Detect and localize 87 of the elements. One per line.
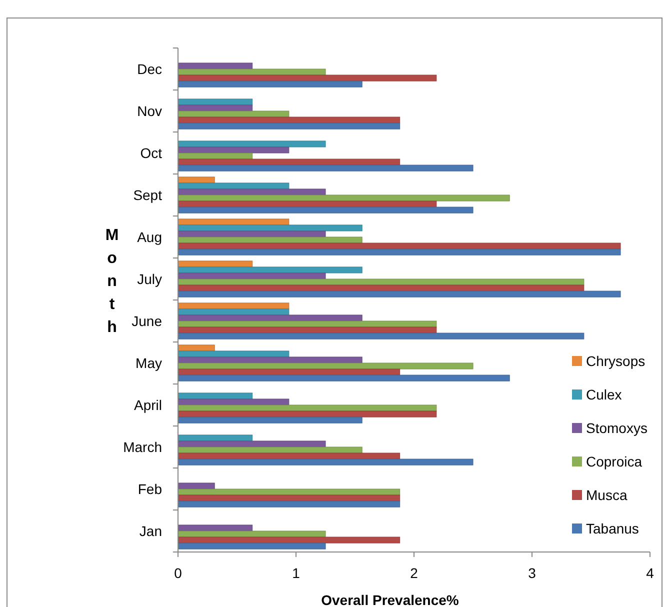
bar [178, 368, 400, 376]
y-tick-label: June [132, 312, 162, 329]
bar [178, 374, 510, 382]
bar [178, 440, 326, 448]
bar [178, 302, 290, 310]
bar [178, 152, 253, 160]
bar [178, 290, 621, 298]
bar [178, 200, 437, 208]
bar [178, 242, 621, 250]
bar [178, 158, 400, 166]
bar [178, 536, 400, 544]
bar [178, 452, 400, 460]
bar [178, 182, 290, 190]
y-tick-label: Aug [137, 228, 162, 245]
legend-label: Tabanus [586, 520, 639, 536]
bar [178, 398, 290, 406]
bar [178, 146, 290, 154]
y-tick-label: July [137, 270, 162, 287]
bar [178, 116, 400, 124]
bar [178, 62, 253, 70]
y-tick-label: Dec [137, 60, 162, 77]
legend-label: Stomoxys [586, 420, 648, 436]
bar [178, 236, 362, 244]
bar [178, 482, 215, 490]
bar [178, 266, 362, 274]
bar [178, 140, 326, 148]
bar [178, 488, 400, 496]
x-tick-label: 3 [528, 565, 536, 581]
bar [178, 110, 290, 118]
y-axis-title: Month [105, 227, 119, 336]
bar [178, 494, 400, 502]
bar [178, 80, 362, 88]
legend-label: Musca [586, 486, 628, 503]
bar [178, 176, 215, 184]
x-tick-label: 2 [410, 565, 418, 581]
bar [178, 98, 253, 106]
bar [178, 164, 474, 172]
bar [178, 188, 326, 196]
legend-label: Culex [586, 386, 622, 402]
bar [178, 332, 584, 340]
bar [178, 278, 584, 286]
legend-label: Coproica [586, 453, 642, 470]
x-tick-label: 1 [292, 565, 300, 581]
bar [178, 356, 362, 364]
bar [178, 308, 290, 316]
y-tick-label: May [136, 354, 162, 371]
bar [178, 458, 474, 466]
bar [178, 500, 400, 508]
bar [178, 350, 290, 358]
bar [178, 248, 621, 256]
legend-label: Chrysops [586, 352, 646, 369]
bar [178, 320, 437, 328]
bar [178, 326, 437, 334]
bar [178, 218, 290, 226]
y-tick-label: Sept [133, 186, 162, 203]
bar [178, 260, 253, 268]
bar [178, 362, 474, 370]
bar [178, 194, 510, 202]
y-tick-label: Oct [140, 144, 162, 161]
bar [178, 314, 362, 322]
bar [178, 206, 474, 214]
bar [178, 284, 584, 292]
bar [178, 104, 253, 112]
bar [178, 446, 362, 454]
bar [178, 272, 326, 280]
bar [178, 122, 400, 130]
bar [178, 416, 362, 424]
x-axis-title: Overall Prevalence% [321, 592, 460, 607]
bar [178, 524, 253, 532]
bar [178, 404, 437, 412]
bar [178, 392, 253, 400]
y-tick-label: April [134, 396, 162, 413]
bar [178, 434, 253, 442]
bar [178, 224, 362, 232]
x-tick-label: 0 [174, 565, 182, 581]
y-tick-label: Feb [138, 480, 162, 497]
bar [178, 530, 326, 538]
x-tick-label: 4 [646, 565, 654, 581]
bar [178, 344, 215, 352]
bar [178, 68, 326, 76]
bar [178, 542, 326, 550]
y-tick-label: Nov [137, 102, 162, 119]
y-tick-label: Jan [139, 522, 162, 539]
bar [178, 74, 437, 82]
y-tick-label: March [123, 438, 162, 455]
bar [178, 410, 437, 418]
bar [178, 230, 326, 238]
